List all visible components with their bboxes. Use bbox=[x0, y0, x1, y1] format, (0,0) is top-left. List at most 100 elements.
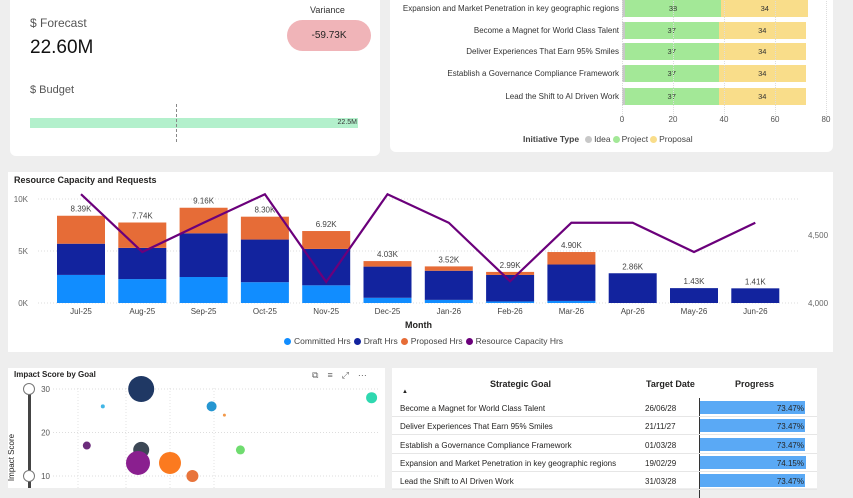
bubble[interactable] bbox=[206, 401, 217, 412]
bar-draft[interactable] bbox=[608, 273, 657, 303]
table-row[interactable]: Establish a Governance Compliance Framew… bbox=[392, 436, 817, 454]
more-options-icon[interactable]: ⋯ bbox=[357, 370, 367, 380]
bar-committed[interactable] bbox=[240, 282, 289, 303]
progress-bar bbox=[700, 401, 806, 414]
bar-draft[interactable] bbox=[486, 274, 535, 302]
bubble[interactable] bbox=[100, 404, 105, 409]
bar-committed[interactable] bbox=[302, 285, 351, 303]
bubble[interactable] bbox=[82, 441, 91, 450]
bar-committed[interactable] bbox=[424, 299, 473, 303]
goal-cell: Expansion and Market Penetration in key … bbox=[400, 458, 617, 468]
sort-indicator[interactable]: ▲ bbox=[402, 389, 408, 395]
bar-project[interactable]: 37 bbox=[624, 43, 719, 60]
bar-draft[interactable] bbox=[302, 248, 351, 286]
bar-draft[interactable] bbox=[424, 270, 473, 300]
bar-draft[interactable] bbox=[240, 239, 289, 283]
legend-idea[interactable]: Idea bbox=[594, 134, 611, 144]
bar-draft[interactable] bbox=[547, 264, 596, 301]
x-tick: 0 bbox=[619, 115, 625, 124]
scatter-plot: 30 20 10 bbox=[41, 376, 378, 488]
data-label: 37 bbox=[667, 92, 676, 101]
bar-draft[interactable] bbox=[57, 243, 105, 275]
bar-proposal[interactable]: 34 bbox=[721, 0, 809, 17]
bar-proposal[interactable]: 34 bbox=[718, 88, 806, 105]
data-label: 34 bbox=[758, 26, 767, 35]
table-row[interactable]: Become a Magnet for World Class Talent 2… bbox=[392, 399, 817, 417]
bar-committed[interactable] bbox=[486, 301, 535, 303]
bar-proposed[interactable] bbox=[424, 266, 473, 271]
col-header-date[interactable]: Target Date bbox=[646, 379, 695, 389]
bar-proposal[interactable]: 34 bbox=[718, 22, 806, 39]
bubble[interactable] bbox=[126, 450, 150, 475]
legend-committed[interactable]: Committed Hrs bbox=[294, 336, 351, 346]
bubble[interactable] bbox=[222, 413, 226, 417]
grid-line bbox=[622, 0, 623, 122]
bar-proposed[interactable] bbox=[240, 216, 289, 240]
y-tick: 20 bbox=[41, 429, 50, 438]
scatter-title: Impact Score by Goal bbox=[14, 370, 96, 379]
x-tick: Mar-26 bbox=[559, 307, 585, 316]
bar-committed[interactable] bbox=[363, 297, 412, 303]
table-row[interactable]: Deliver Experiences That Earn 95% Smiles… bbox=[392, 417, 817, 436]
col-header-progress[interactable]: Progress bbox=[735, 379, 775, 389]
bubble[interactable] bbox=[128, 376, 155, 402]
budget-label: $ Budget bbox=[30, 84, 75, 96]
filter-icon[interactable]: ≡ bbox=[327, 370, 333, 380]
visual-toolbar: ⧉ ≡ ⤢ ⋯ bbox=[312, 370, 367, 381]
bar-draft[interactable] bbox=[179, 233, 228, 277]
bar-proposed[interactable] bbox=[363, 261, 412, 267]
table-row[interactable]: Lead the Shift to AI Driven Work 31/03/2… bbox=[392, 472, 817, 491]
data-label: 34 bbox=[758, 47, 767, 56]
bar-committed[interactable] bbox=[118, 279, 167, 303]
bar-proposed[interactable] bbox=[302, 231, 351, 249]
bar-committed[interactable] bbox=[57, 274, 105, 303]
bubble[interactable] bbox=[159, 451, 181, 474]
col-header-goal[interactable]: Strategic Goal bbox=[490, 379, 552, 389]
y-slider-handle-top[interactable] bbox=[23, 383, 35, 395]
bar-idea[interactable] bbox=[622, 0, 625, 17]
bar-proposal[interactable]: 34 bbox=[718, 65, 806, 82]
bubble[interactable] bbox=[366, 392, 378, 404]
bubble[interactable] bbox=[186, 470, 199, 482]
legend-capacity[interactable]: Resource Capacity Hrs bbox=[475, 336, 564, 346]
bubble[interactable] bbox=[235, 445, 245, 455]
copy-icon[interactable]: ⧉ bbox=[312, 370, 319, 380]
bar-idea[interactable] bbox=[622, 88, 625, 105]
bar-project[interactable]: 37 bbox=[624, 22, 719, 39]
bar-proposed[interactable] bbox=[547, 252, 596, 265]
bar-idea[interactable] bbox=[622, 22, 625, 39]
legend-draft[interactable]: Draft Hrs bbox=[363, 336, 398, 346]
impact-score-card: Impact Score by Goal ⧉ ≡ ⤢ ⋯ Impact Score 3… bbox=[7, 368, 385, 488]
total-label: 8.39K bbox=[71, 205, 93, 214]
bar-proposed[interactable] bbox=[57, 215, 105, 244]
bar-idea[interactable] bbox=[622, 65, 625, 82]
focus-mode-icon[interactable]: ⤢ bbox=[341, 370, 349, 380]
bar-draft[interactable] bbox=[363, 266, 412, 298]
bar-proposed[interactable] bbox=[486, 271, 535, 275]
bar-project[interactable]: 38 bbox=[624, 0, 722, 17]
bar-idea[interactable] bbox=[622, 43, 625, 60]
table-row[interactable]: Expansion and Market Penetration in key … bbox=[392, 454, 817, 472]
legend-dot-idea bbox=[585, 135, 593, 143]
bar-draft[interactable] bbox=[731, 288, 780, 303]
legend-proposal[interactable]: Proposal bbox=[659, 134, 693, 144]
bar-proposal[interactable]: 34 bbox=[718, 43, 806, 60]
bar-committed[interactable] bbox=[547, 300, 596, 303]
x-tick: Nov-25 bbox=[313, 307, 339, 316]
progress-cell: 73.47% bbox=[776, 422, 804, 432]
category-label: Establish a Governance Compliance Framew… bbox=[447, 69, 619, 78]
data-label: 34 bbox=[758, 69, 767, 78]
bar-draft[interactable] bbox=[670, 288, 718, 303]
legend-proposed[interactable]: Proposed Hrs bbox=[410, 336, 463, 346]
bar-proposed[interactable] bbox=[179, 207, 228, 234]
goal-cell: Become a Magnet for World Class Talent bbox=[400, 404, 546, 413]
bar-committed[interactable] bbox=[179, 277, 228, 303]
capacity-line[interactable] bbox=[80, 192, 756, 284]
bar-project[interactable]: 37 bbox=[624, 88, 719, 105]
x-tick: 80 bbox=[821, 115, 831, 124]
strategic-goals-table: ▲ Strategic Goal Target Date Progress Be… bbox=[392, 368, 817, 498]
bar-project[interactable]: 37 bbox=[624, 65, 719, 82]
legend-project[interactable]: Project bbox=[621, 134, 649, 144]
y-slider-track[interactable] bbox=[28, 388, 31, 488]
legend-dot-project bbox=[612, 135, 620, 143]
